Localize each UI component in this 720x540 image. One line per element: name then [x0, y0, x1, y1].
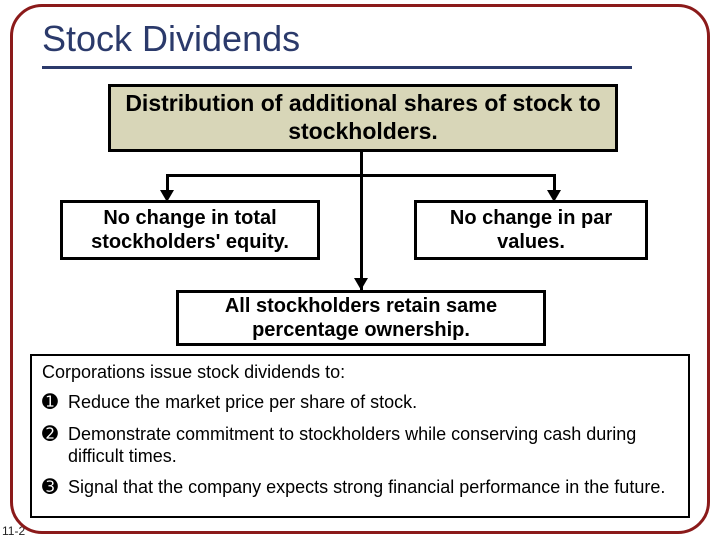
diagram-box-top: Distribution of additional shares of sto…	[108, 84, 618, 152]
diagram-box-left: No change in total stockholders' equity.	[60, 200, 320, 260]
reason-item-1: ➊ Reduce the market price per share of s…	[42, 391, 678, 415]
reason-item-2: ➋ Demonstrate commitment to stockholders…	[42, 423, 678, 468]
reason-text-2: Demonstrate commitment to stockholders w…	[68, 423, 678, 468]
title-underline	[42, 66, 632, 69]
bullet-icon-1: ➊	[42, 391, 68, 415]
arrowhead-center	[354, 278, 368, 290]
connector-center	[360, 152, 363, 290]
reason-item-3: ➌ Signal that the company expects strong…	[42, 476, 678, 500]
diagram-box-bottom-text: All stockholders retain same percentage …	[189, 294, 533, 342]
connector-horizontal	[166, 174, 556, 177]
diagram-box-right: No change in par values.	[414, 200, 648, 260]
diagram-box-left-text: No change in total stockholders' equity.	[73, 206, 307, 254]
reasons-panel: Corporations issue stock dividends to: ➊…	[30, 354, 690, 518]
diagram-box-bottom: All stockholders retain same percentage …	[176, 290, 546, 346]
bullet-icon-3: ➌	[42, 476, 68, 500]
slide-container: Stock Dividends Distribution of addition…	[0, 0, 720, 540]
reason-text-1: Reduce the market price per share of sto…	[68, 391, 678, 414]
diagram-box-right-text: No change in par values.	[427, 206, 635, 254]
slide-title: Stock Dividends	[42, 18, 562, 60]
diagram-box-top-text: Distribution of additional shares of sto…	[121, 90, 605, 145]
page-number: 11-2	[2, 524, 25, 538]
reasons-intro: Corporations issue stock dividends to:	[42, 362, 678, 383]
bullet-icon-2: ➋	[42, 423, 68, 447]
reason-text-3: Signal that the company expects strong f…	[68, 476, 678, 499]
